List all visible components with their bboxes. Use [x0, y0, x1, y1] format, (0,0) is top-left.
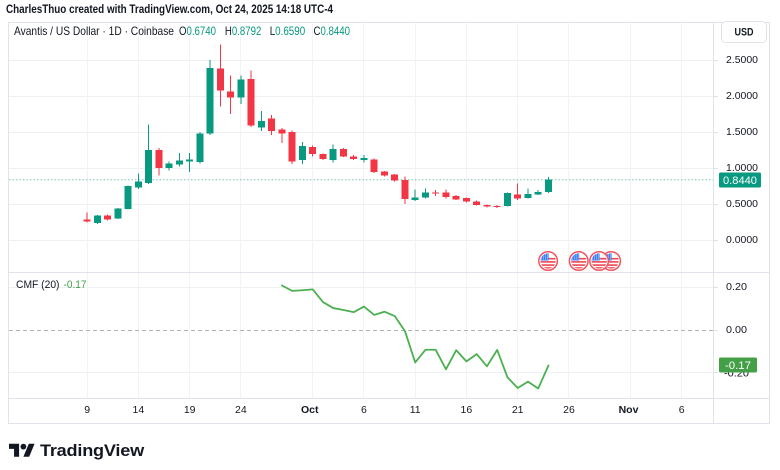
svg-text:-0.17: -0.17 — [725, 360, 751, 372]
svg-text:24: 24 — [235, 404, 247, 416]
svg-text:L0.6590: L0.6590 — [270, 24, 306, 38]
svg-text:26: 26 — [563, 404, 575, 416]
svg-text:1.0000: 1.0000 — [726, 162, 758, 174]
svg-text:CMF (20): CMF (20) — [16, 279, 60, 291]
svg-text:Nov: Nov — [619, 404, 639, 416]
svg-text:6: 6 — [361, 404, 367, 416]
svg-text:2.0000: 2.0000 — [726, 90, 758, 102]
svg-text:Avantis / US Dollar · 1D · Coi: Avantis / US Dollar · 1D · Coinbase — [14, 24, 174, 38]
svg-text:11: 11 — [410, 404, 421, 416]
svg-text:19: 19 — [184, 404, 196, 416]
svg-text:2.5000: 2.5000 — [726, 54, 758, 66]
svg-text:0.20: 0.20 — [726, 281, 747, 293]
svg-text:C0.8440: C0.8440 — [314, 24, 351, 38]
svg-text:USD: USD — [735, 27, 754, 39]
svg-text:0.00: 0.00 — [726, 324, 747, 336]
svg-text:0.5000: 0.5000 — [726, 198, 758, 210]
svg-text:-0.17: -0.17 — [64, 279, 87, 291]
svg-text:9: 9 — [84, 404, 90, 416]
svg-text:21: 21 — [512, 404, 524, 416]
svg-text:CharlesThuo created with Tradi: CharlesThuo created with TradingView.com… — [6, 2, 333, 16]
svg-text:6: 6 — [679, 404, 685, 416]
svg-text:O0.6740: O0.6740 — [179, 24, 216, 38]
svg-text:1.5000: 1.5000 — [726, 126, 758, 138]
svg-text:Oct: Oct — [301, 404, 319, 416]
svg-text:0.8440: 0.8440 — [723, 175, 757, 187]
svg-text:TradingView: TradingView — [40, 441, 145, 460]
svg-text:H0.8792: H0.8792 — [225, 24, 262, 38]
svg-text:16: 16 — [461, 404, 473, 416]
svg-text:0.0000: 0.0000 — [726, 234, 758, 246]
svg-text:14: 14 — [133, 404, 145, 416]
